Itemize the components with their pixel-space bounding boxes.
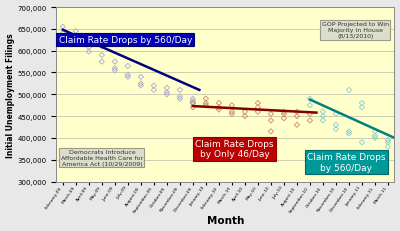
Point bbox=[73, 39, 79, 43]
X-axis label: Month: Month bbox=[207, 216, 244, 225]
Point bbox=[346, 130, 352, 134]
Point bbox=[125, 76, 131, 79]
Point bbox=[307, 104, 313, 108]
Text: Democrats Introduce
Affordable Health Care for
America Act (10/29/2009): Democrats Introduce Affordable Health Ca… bbox=[61, 149, 143, 166]
Point bbox=[112, 67, 118, 71]
Point bbox=[138, 82, 144, 86]
Point bbox=[125, 65, 131, 69]
Point bbox=[164, 86, 170, 90]
Point bbox=[255, 102, 261, 105]
Point bbox=[138, 76, 144, 79]
Point bbox=[255, 110, 261, 114]
Point bbox=[268, 119, 274, 123]
Point bbox=[320, 115, 326, 119]
Point bbox=[294, 115, 300, 119]
Point bbox=[229, 104, 235, 108]
Point bbox=[177, 95, 183, 99]
Point bbox=[86, 50, 92, 54]
Point bbox=[73, 30, 79, 34]
Point bbox=[112, 69, 118, 73]
Point bbox=[190, 106, 196, 110]
Point bbox=[125, 73, 131, 77]
Point bbox=[255, 106, 261, 110]
Point bbox=[372, 137, 378, 140]
Point bbox=[242, 110, 248, 114]
Point bbox=[203, 102, 209, 105]
Point bbox=[385, 139, 391, 142]
Y-axis label: Initial Unemployment Filings: Initial Unemployment Filings bbox=[6, 33, 14, 157]
Point bbox=[307, 119, 313, 123]
Point bbox=[281, 110, 287, 114]
Point bbox=[320, 110, 326, 114]
Point bbox=[216, 102, 222, 105]
Point bbox=[294, 110, 300, 114]
Point bbox=[164, 93, 170, 97]
Point bbox=[294, 123, 300, 127]
Point bbox=[307, 112, 313, 116]
Point bbox=[177, 97, 183, 101]
Point bbox=[359, 141, 365, 144]
Point bbox=[268, 130, 274, 134]
Point bbox=[333, 123, 339, 127]
Point bbox=[203, 104, 209, 108]
Point bbox=[190, 100, 196, 103]
Point bbox=[86, 41, 92, 45]
Point bbox=[190, 102, 196, 105]
Text: Claim Rate Drops
by Only 46/Day: Claim Rate Drops by Only 46/Day bbox=[195, 140, 274, 159]
Point bbox=[268, 112, 274, 116]
Point bbox=[151, 89, 157, 92]
Point bbox=[281, 117, 287, 121]
Point bbox=[385, 145, 391, 149]
Point bbox=[138, 84, 144, 88]
Point bbox=[359, 106, 365, 110]
Text: Claim Rate Drops by 560/Day: Claim Rate Drops by 560/Day bbox=[58, 36, 192, 45]
Point bbox=[190, 102, 196, 105]
Point bbox=[151, 84, 157, 88]
Point bbox=[333, 112, 339, 116]
Text: Claim Rate Drops
by 560/Day: Claim Rate Drops by 560/Day bbox=[307, 152, 386, 172]
Point bbox=[112, 61, 118, 64]
Point bbox=[307, 97, 313, 101]
Point bbox=[99, 54, 105, 58]
Point bbox=[333, 128, 339, 131]
Point bbox=[346, 89, 352, 92]
Point bbox=[372, 130, 378, 134]
Point bbox=[372, 134, 378, 138]
Text: GOP Projected to Win
Majority in House
(8/13/2010): GOP Projected to Win Majority in House (… bbox=[322, 22, 389, 39]
Point bbox=[320, 119, 326, 123]
Point bbox=[216, 108, 222, 112]
Point bbox=[281, 112, 287, 116]
Point bbox=[60, 26, 66, 29]
Point bbox=[164, 91, 170, 94]
Point bbox=[216, 106, 222, 110]
Point bbox=[99, 45, 105, 49]
Point bbox=[385, 141, 391, 144]
Point bbox=[60, 32, 66, 36]
Point bbox=[359, 102, 365, 105]
Point bbox=[190, 97, 196, 101]
Point bbox=[229, 110, 235, 114]
Point bbox=[242, 115, 248, 119]
Point bbox=[73, 43, 79, 47]
Point bbox=[203, 97, 209, 101]
Point bbox=[346, 132, 352, 136]
Point bbox=[177, 89, 183, 92]
Point bbox=[86, 46, 92, 50]
Point bbox=[229, 112, 235, 116]
Point bbox=[99, 61, 105, 64]
